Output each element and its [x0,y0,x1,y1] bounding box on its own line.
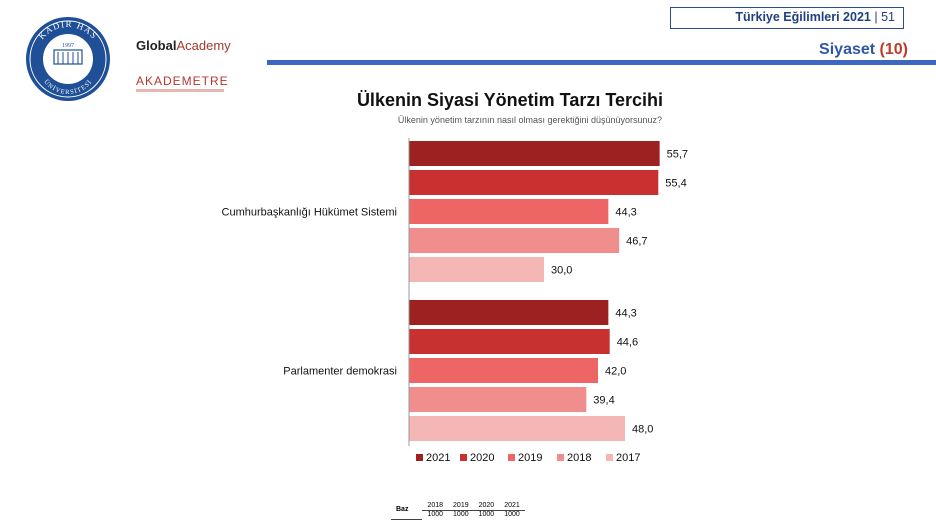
data-label: 42,0 [605,366,626,378]
legend-label: 2019 [518,452,542,464]
baz-label: Baz [391,502,423,520]
report-header-box: Türkiye Eğilimleri 2021 | 51 [670,7,904,29]
legend-label: 2020 [470,452,494,464]
chart-subtitle: Ülkenin yönetim tarzının nasıl olması ge… [397,115,663,125]
legend-swatch [557,454,564,461]
data-label: 46,7 [626,236,647,248]
bar [409,141,660,166]
data-label: 30,0 [551,265,572,277]
baz-value: 1000 [453,511,469,518]
baz-year: 2021 [499,502,525,511]
legend-swatch [416,454,423,461]
data-label: 48,0 [632,424,653,436]
category-label: Cumhurbaşkanlığı Hükümet Sistemi [222,207,397,219]
header-divider [267,60,936,65]
data-label: 44,6 [617,337,638,349]
bar [409,358,598,383]
data-label: 39,4 [593,395,614,407]
legend-label: 2018 [567,452,591,464]
bar [409,199,609,224]
header-separator: | [874,10,878,24]
bar [409,228,620,253]
bar [409,329,610,354]
legend-swatch [606,454,613,461]
baz-year: 2019 [448,502,474,511]
legend-swatch [508,454,515,461]
page-number: 51 [881,10,895,24]
data-label: 44,3 [615,207,636,219]
section-name: Siyaset [819,41,876,58]
data-label: 55,4 [665,178,686,190]
chart-title: Ülkenin Siyasi Yönetim Tarzı Tercihi [356,90,664,110]
kadir-has-university-seal: KADIR HAS ÜNİVERSİTESİ 1997 [26,17,110,101]
legend-label: 2017 [616,452,640,464]
baz-value: 1000 [504,511,520,518]
bar [409,300,609,325]
baz-value: 1000 [427,511,444,518]
bar [409,170,659,195]
baz-year: 2018 [422,502,449,511]
ga-logo-light: Academy [176,38,231,53]
baz-table: Baz 2018 2019 2020 2021 1000 1000 1000 1… [391,502,525,520]
legend-swatch [460,454,467,461]
seal-year: 1997 [62,43,74,49]
data-label: 44,3 [615,308,636,320]
ga-logo-bold: Global [136,38,177,53]
bar [409,416,625,441]
data-label: 55,7 [667,149,688,161]
category-label: Parlamenter demokrasi [283,366,397,378]
akademetre-logo-underline [136,89,224,92]
baz-value: 1000 [478,511,495,518]
bar [409,387,587,412]
legend-label: 2021 [426,452,450,464]
akademetre-logo: AKADEMETRE [136,74,229,88]
section-title: Siyaset (10) [819,41,908,59]
section-number: (10) [879,41,908,58]
bar [409,257,544,282]
report-title: Türkiye Eğilimleri 2021 [735,10,871,24]
global-academy-logo: GlobalAcademy [136,38,231,53]
baz-year: 2020 [473,502,500,511]
